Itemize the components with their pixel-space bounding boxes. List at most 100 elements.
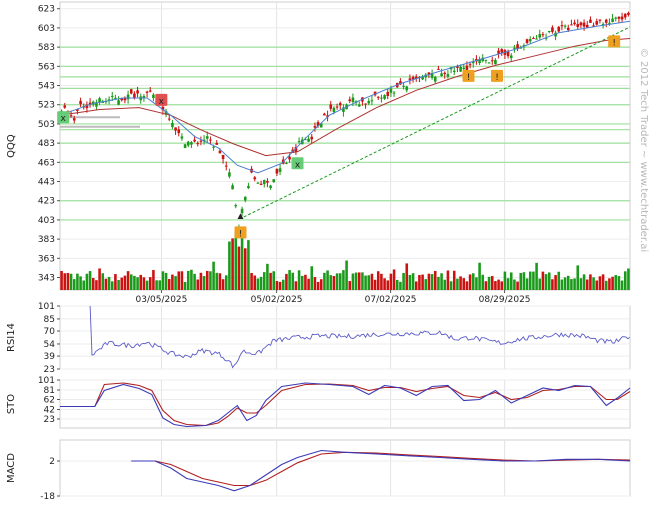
volume-bar (528, 271, 532, 290)
candle-body (297, 141, 301, 143)
volume-bar (506, 278, 510, 290)
candle-body (183, 144, 187, 148)
volume-bar (582, 274, 586, 290)
candle-body (433, 76, 437, 82)
volume-bar (361, 272, 364, 290)
volume-bar (335, 273, 339, 290)
volume-bar (180, 271, 184, 290)
rsi-ytick-label: 39 (44, 352, 56, 362)
candle-body (544, 37, 548, 39)
candle-body (196, 143, 200, 145)
volume-bar (240, 228, 244, 290)
volume-bar (392, 269, 396, 290)
volume-bar (373, 279, 377, 290)
volume-bar (433, 270, 437, 290)
candle-body (468, 64, 472, 66)
volume-bar (205, 270, 209, 290)
signal-marker (462, 69, 475, 82)
sto-k-line (60, 382, 631, 428)
volume-bar (275, 281, 279, 290)
volume-bar (215, 272, 219, 290)
candle-body (554, 32, 557, 37)
volume-bar (114, 274, 117, 290)
price-ytick-label: 543 (38, 82, 55, 92)
volume-bar (421, 274, 424, 290)
candle-body (256, 182, 260, 184)
candle-body (202, 139, 206, 142)
signal-marker (608, 35, 621, 48)
candle-body (471, 61, 475, 64)
candle-body (117, 100, 120, 105)
volume-bar (294, 281, 298, 290)
candle-body (528, 39, 532, 42)
volume-bar (272, 271, 276, 290)
candle-body (627, 12, 630, 15)
rsi-ytick-label: 54 (44, 340, 56, 350)
signal-label: ! (495, 73, 499, 83)
candle-body (224, 165, 228, 167)
candle-body (367, 101, 371, 104)
volume-bar (69, 273, 73, 290)
xtick-label: 08/29/2025 (479, 295, 531, 305)
candle-body (392, 92, 396, 94)
volume-bar (237, 246, 241, 290)
volume-bar (82, 280, 86, 290)
volume-bar (120, 277, 124, 290)
volume-bar (484, 281, 488, 290)
candle-body (145, 91, 149, 93)
volume-bar (535, 262, 538, 290)
candle-body (294, 147, 298, 152)
moving-average-slow (59, 38, 631, 157)
volume-bar (576, 265, 580, 290)
signal-label: x (295, 160, 301, 170)
volume-bar (370, 273, 374, 290)
candle-body (316, 122, 320, 126)
volume-bar (544, 274, 548, 290)
macd-ytick-label: -18 (40, 492, 55, 502)
volume-bar (389, 273, 393, 290)
volume-bar (196, 279, 200, 290)
candle-body (614, 17, 618, 19)
sto-ytick-label: 62 (44, 396, 55, 406)
candle-body (411, 76, 415, 80)
rsi-ytick-label: 70 (44, 327, 56, 337)
volume-bar (440, 273, 443, 290)
volume-bar (307, 278, 310, 290)
price-ytick-label: 443 (38, 178, 55, 188)
candle-body (446, 74, 450, 77)
volume-bar (338, 273, 342, 290)
volume-bar (471, 273, 475, 290)
candle-body (357, 104, 361, 107)
signal-label: ! (239, 229, 243, 239)
volume-bar (462, 278, 466, 290)
candle-body (79, 100, 82, 105)
volume-bar (79, 276, 82, 290)
signal-label: ! (612, 38, 616, 48)
candle-body (209, 139, 212, 141)
candle-body (313, 126, 317, 128)
candle-body (513, 47, 516, 49)
candle-body (582, 22, 586, 27)
candle-body (611, 18, 614, 22)
volume-bar (288, 270, 291, 290)
candle-body (142, 96, 146, 99)
candle-body (573, 22, 576, 25)
volume-bar (522, 272, 526, 290)
candle-body (171, 122, 174, 128)
candle-body (186, 141, 190, 146)
volume-bar (221, 279, 225, 290)
volume-bar (364, 275, 367, 290)
volume-bar (193, 273, 196, 290)
volume-bar (414, 281, 418, 290)
price-ytick-label: 343 (38, 274, 55, 284)
signal-label: ! (467, 73, 471, 83)
volume-bar (411, 273, 415, 290)
candle-body (373, 91, 377, 96)
candle-body (231, 185, 234, 190)
candle-body (335, 106, 339, 108)
candle-body (557, 26, 561, 32)
volume-bar (589, 274, 592, 290)
macd-line (131, 449, 631, 492)
volume-bar (224, 275, 228, 290)
candle-body (161, 106, 165, 111)
